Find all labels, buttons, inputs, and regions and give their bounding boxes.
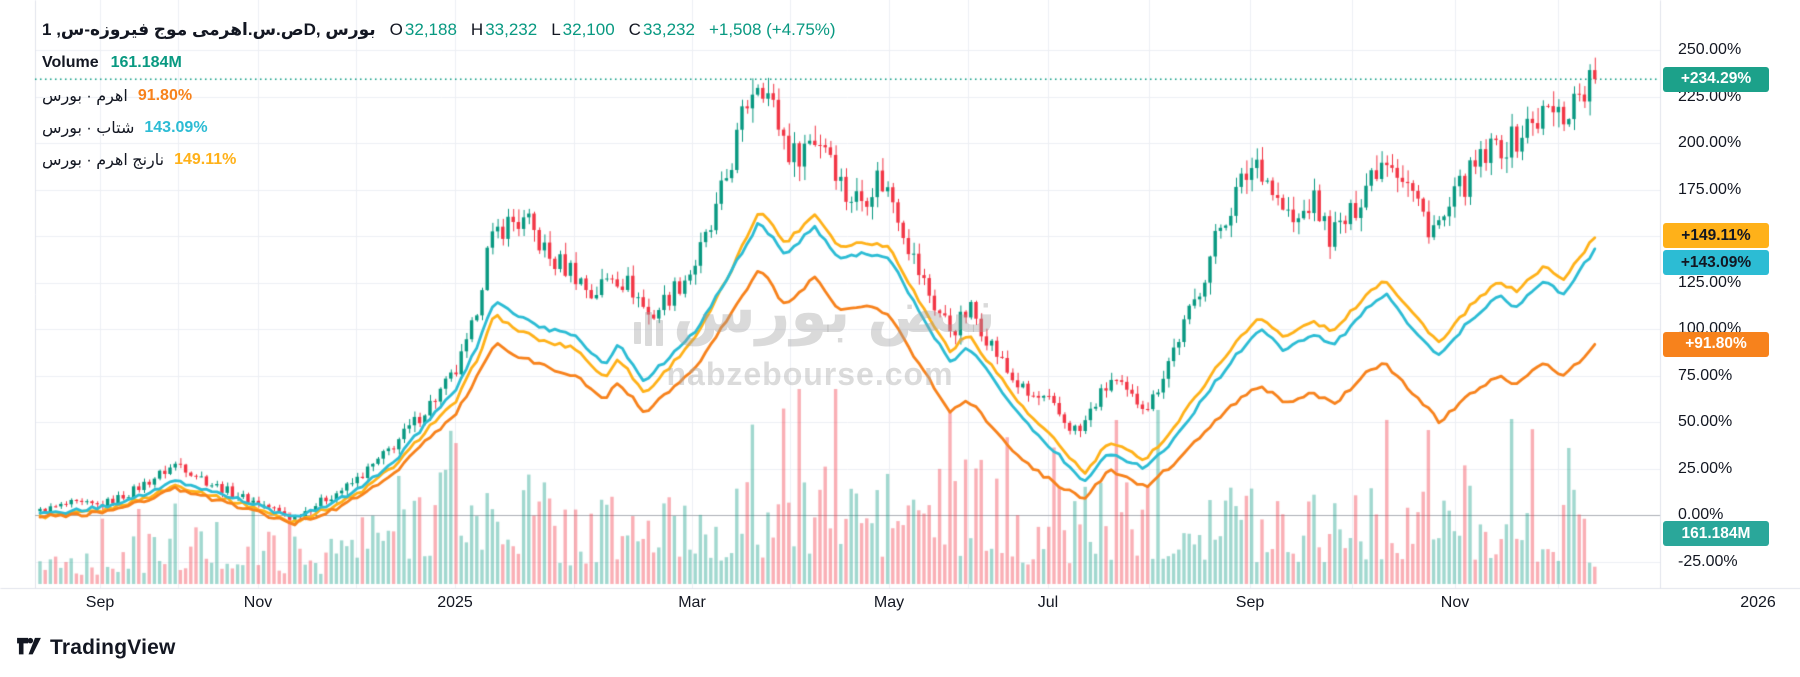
symbol-info-row[interactable]: ص.س.اهرمی موج فیروزه-س, 1D, بورس O 32,18… [42, 20, 836, 40]
close-field: C 33,232 [629, 20, 695, 40]
price-tick-label: 175.00% [1678, 180, 1742, 198]
time-tick-label: Sep [85, 594, 115, 611]
tradingview-logo[interactable]: TradingView [16, 636, 176, 660]
time-tick-label: Mar [678, 594, 706, 611]
price-tick-label: 0.00% [1678, 506, 1724, 523]
price-tick-label: 225.00% [1678, 87, 1742, 105]
price-tick-label: 125.00% [1678, 273, 1742, 291]
time-tick-label: May [873, 594, 905, 611]
tradingview-logo-icon [17, 637, 41, 655]
change-value: +1,508 (+4.75%) [708, 20, 836, 39]
time-tick-label: 2026 [1740, 594, 1776, 611]
symbol-title[interactable]: ص.س.اهرمی موج فیروزه-س, 1D, بورس [42, 20, 376, 39]
price-tick-label: 25.00% [1678, 459, 1733, 477]
legend-row-narenj-ahrom[interactable]: نارنج اهرم · بورس 149.11% [42, 150, 236, 170]
low-label: L [551, 20, 561, 39]
high-field: H 33,232 [471, 20, 537, 40]
legend-row-ahrom[interactable]: اهرم · بورس 91.80% [42, 86, 192, 106]
time-tick-label: 2025 [437, 594, 473, 611]
volume-value: 161.184M [110, 54, 182, 71]
price-tick-label: -25.00% [1678, 552, 1738, 570]
open-field: O 32,188 [390, 20, 457, 40]
legend-value: 91.80% [137, 87, 193, 104]
legend-row-shetab[interactable]: شتاب · بورس 143.09% [42, 118, 208, 138]
time-tick-label: Jul [1037, 594, 1059, 611]
price-tick-label: 50.00% [1678, 413, 1733, 430]
low-value: 32,100 [562, 20, 615, 39]
high-value: 33,232 [485, 20, 538, 39]
price-badge: +91.80% [1663, 331, 1769, 357]
legend-label: نارنج اهرم · بورس [42, 152, 165, 169]
time-tick-label: Nov [1440, 594, 1470, 611]
price-tick-label: 250.00% [1678, 41, 1742, 58]
low-field: L 32,100 [551, 20, 614, 40]
legend-value: 149.11% [174, 151, 237, 168]
price-badge: +149.11% [1663, 223, 1769, 249]
time-tick-label: Sep [1235, 594, 1265, 611]
legend-label: شتاب · بورس [42, 120, 135, 137]
volume-legend-row[interactable]: Volume 161.184M [42, 54, 182, 72]
legend-label: اهرم · بورس [42, 88, 128, 105]
price-badge: +143.09% [1663, 250, 1769, 276]
high-label: H [470, 20, 484, 39]
volume-badge: 161.184M [1663, 521, 1769, 546]
price-badge: +234.29% [1663, 66, 1769, 92]
open-label: O [389, 20, 403, 39]
close-value: 33,232 [642, 20, 695, 39]
volume-label: Volume [42, 54, 99, 71]
price-tick-label: 75.00% [1678, 366, 1733, 384]
time-tick-label: Nov [243, 594, 273, 611]
open-value: 32,188 [404, 20, 457, 39]
price-tick-label: 200.00% [1678, 134, 1742, 151]
legend-value: 143.09% [144, 119, 208, 136]
tradingview-logo-text: TradingView [50, 636, 176, 659]
close-label: C [628, 20, 641, 39]
